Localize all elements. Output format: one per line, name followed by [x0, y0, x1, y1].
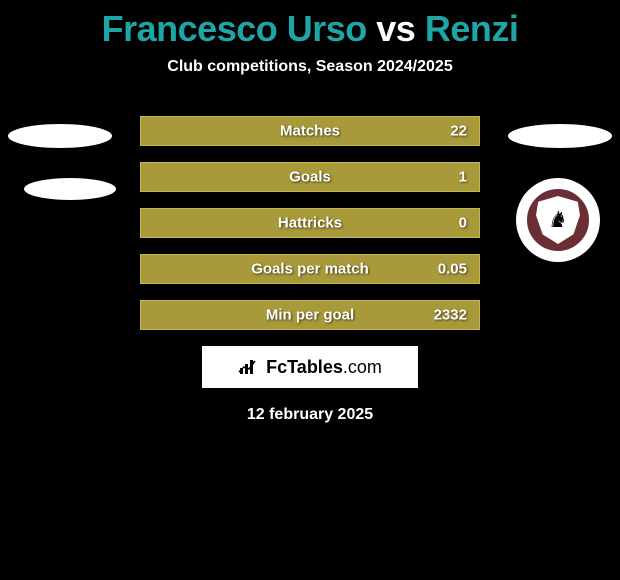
stat-label: Goals: [289, 169, 331, 186]
badge-shield: ♞: [536, 196, 580, 244]
horse-icon: ♞: [548, 207, 568, 233]
stat-value: 2332: [434, 307, 467, 324]
stat-label: Hattricks: [278, 215, 342, 232]
fctables-logo[interactable]: FcTables.com: [202, 346, 418, 388]
stat-value: 1: [459, 169, 467, 186]
stat-value: 0: [459, 215, 467, 232]
decor-ellipse-right: [508, 124, 612, 148]
bar-chart-icon: [238, 358, 260, 376]
subtitle: Club competitions, Season 2024/2025: [0, 58, 620, 76]
logo-text: FcTables.com: [266, 357, 382, 378]
stat-label: Matches: [280, 123, 340, 140]
page-title: Francesco Urso vs Renzi: [0, 0, 620, 50]
club-badge: ♞: [516, 178, 600, 262]
decor-ellipse-left-1: [8, 124, 112, 148]
stat-label: Goals per match: [251, 261, 369, 278]
stat-row-min-per-goal: Min per goal 2332: [140, 300, 480, 330]
logo-text-light: .com: [343, 357, 382, 377]
stat-row-goals: Goals 1: [140, 162, 480, 192]
vs-text: vs: [376, 8, 415, 49]
badge-inner: ♞: [524, 186, 592, 254]
stat-value: 22: [450, 123, 467, 140]
stat-value: 0.05: [438, 261, 467, 278]
decor-ellipse-left-2: [24, 178, 116, 200]
player1-name: Francesco Urso: [102, 8, 367, 49]
stat-label: Min per goal: [266, 307, 354, 324]
footer-date: 12 february 2025: [0, 406, 620, 424]
stat-row-hattricks: Hattricks 0: [140, 208, 480, 238]
stat-row-goals-per-match: Goals per match 0.05: [140, 254, 480, 284]
logo-text-bold: FcTables: [266, 357, 343, 377]
player2-name: Renzi: [425, 8, 519, 49]
stat-row-matches: Matches 22: [140, 116, 480, 146]
stats-bars: Matches 22 Goals 1 Hattricks 0 Goals per…: [140, 116, 480, 330]
